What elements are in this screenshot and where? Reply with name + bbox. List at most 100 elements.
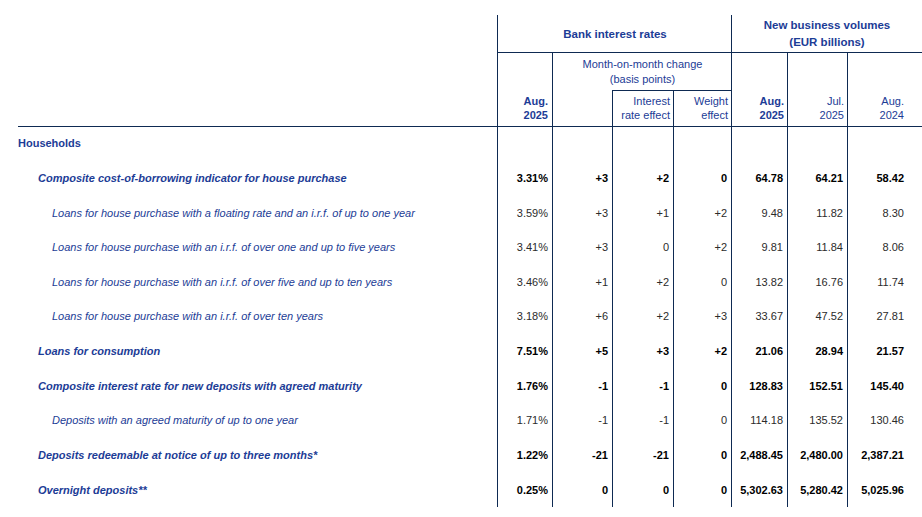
value-cell: +1 bbox=[553, 276, 613, 288]
value-cell: +3 bbox=[553, 207, 613, 219]
value-cell: 0 bbox=[674, 449, 732, 461]
col-header-weight-effect: Weight effect bbox=[674, 94, 728, 122]
row-label: Loans for house purchase with an i.r.f. … bbox=[0, 276, 498, 288]
section-header-households: Households bbox=[0, 137, 498, 149]
new-business-volumes-line2: (EUR billions) bbox=[732, 34, 922, 51]
value-cell: 3.31% bbox=[498, 172, 553, 184]
horizontal-divider bbox=[613, 90, 732, 91]
table-row: Overnight deposits** 0.25% 0 0 0 5,302.6… bbox=[0, 472, 922, 507]
new-business-volumes-header: New business volumes (EUR billions) bbox=[732, 17, 922, 51]
value-cell: 11.74 bbox=[848, 276, 922, 288]
table-row: Deposits redeemable at notice of up to t… bbox=[0, 438, 922, 473]
bank-interest-rates-header: Bank interest rates bbox=[498, 26, 732, 43]
value-cell: 1.76% bbox=[498, 380, 553, 392]
value-cell: 7.51% bbox=[498, 345, 553, 357]
value-cell: -1 bbox=[613, 380, 674, 392]
value-cell: 145.40 bbox=[848, 380, 922, 392]
value-cell: 128.83 bbox=[732, 380, 788, 392]
value-cell: -21 bbox=[613, 449, 674, 461]
value-cell: 0.25% bbox=[498, 484, 553, 496]
value-cell: 58.42 bbox=[848, 172, 922, 184]
value-cell: 1.71% bbox=[498, 414, 553, 426]
value-cell: +2 bbox=[613, 310, 674, 322]
value-cell: 8.30 bbox=[848, 207, 922, 219]
value-cell: +3 bbox=[553, 172, 613, 184]
value-cell: +2 bbox=[674, 345, 732, 357]
table-body: Households Composite cost-of-borrowing i… bbox=[0, 126, 922, 507]
value-cell: 9.81 bbox=[732, 241, 788, 253]
row-label: Loans for consumption bbox=[0, 345, 498, 357]
value-cell: 5,280.42 bbox=[788, 484, 848, 496]
table-row: Composite cost-of-borrowing indicator fo… bbox=[0, 161, 922, 196]
table-row-households: Households bbox=[0, 126, 922, 161]
table-row: Loans for house purchase with an i.r.f. … bbox=[0, 265, 922, 300]
value-cell: 3.59% bbox=[498, 207, 553, 219]
col-header-jul-2025: Jul. 2025 bbox=[788, 94, 844, 122]
value-cell: 21.06 bbox=[732, 345, 788, 357]
col-header-aug-2025-rates: Aug. 2025 bbox=[498, 94, 548, 122]
value-cell: 9.48 bbox=[732, 207, 788, 219]
value-cell: 47.52 bbox=[788, 310, 848, 322]
value-cell: 0 bbox=[674, 484, 732, 496]
value-cell: 135.52 bbox=[788, 414, 848, 426]
value-cell: 0 bbox=[674, 172, 732, 184]
value-cell: 0 bbox=[674, 414, 732, 426]
table-row: Composite interest rate for new deposits… bbox=[0, 368, 922, 403]
new-business-volumes-line1: New business volumes bbox=[732, 17, 922, 34]
row-label: Deposits with an agreed maturity of up t… bbox=[0, 414, 498, 426]
value-cell: 130.46 bbox=[848, 414, 922, 426]
value-cell: 64.21 bbox=[788, 172, 848, 184]
row-label: Deposits redeemable at notice of up to t… bbox=[0, 449, 498, 461]
value-cell: 0 bbox=[674, 276, 732, 288]
row-label: Composite cost-of-borrowing indicator fo… bbox=[0, 172, 498, 184]
value-cell: 0 bbox=[674, 380, 732, 392]
value-cell: +2 bbox=[613, 172, 674, 184]
value-cell: 28.94 bbox=[788, 345, 848, 357]
value-cell: 11.84 bbox=[788, 241, 848, 253]
mom-change-header: Month-on-month change (basis points) bbox=[553, 57, 732, 87]
value-cell: 64.78 bbox=[732, 172, 788, 184]
value-cell: 11.82 bbox=[788, 207, 848, 219]
col-header-aug-2025-volumes: Aug. 2025 bbox=[732, 94, 784, 122]
value-cell: +3 bbox=[674, 310, 732, 322]
value-cell: 0 bbox=[613, 241, 674, 253]
value-cell: +2 bbox=[674, 241, 732, 253]
table-row: Loans for house purchase with a floating… bbox=[0, 195, 922, 230]
value-cell: 5,025.96 bbox=[848, 484, 922, 496]
value-cell: +2 bbox=[674, 207, 732, 219]
col-header-aug-2024: Aug. 2024 bbox=[848, 94, 904, 122]
row-label: Overnight deposits** bbox=[0, 484, 498, 496]
table-row: Loans for house purchase with an i.r.f. … bbox=[0, 299, 922, 334]
col-header-interest-rate-effect: Interest rate effect bbox=[613, 94, 670, 122]
value-cell: 2,488.45 bbox=[732, 449, 788, 461]
horizontal-divider bbox=[498, 52, 922, 53]
value-cell: 27.81 bbox=[848, 310, 922, 322]
value-cell: 3.41% bbox=[498, 241, 553, 253]
value-cell: -1 bbox=[553, 414, 613, 426]
mom-change-line2: (basis points) bbox=[553, 72, 732, 87]
value-cell: +1 bbox=[613, 207, 674, 219]
value-cell: 152.51 bbox=[788, 380, 848, 392]
value-cell: 0 bbox=[613, 484, 674, 496]
value-cell: 114.18 bbox=[732, 414, 788, 426]
value-cell: +2 bbox=[613, 276, 674, 288]
value-cell: 8.06 bbox=[848, 241, 922, 253]
table-row: Loans for house purchase with an i.r.f. … bbox=[0, 230, 922, 265]
value-cell: 5,302.63 bbox=[732, 484, 788, 496]
value-cell: 16.76 bbox=[788, 276, 848, 288]
row-label: Loans for house purchase with a floating… bbox=[0, 207, 498, 219]
value-cell: +5 bbox=[553, 345, 613, 357]
row-label: Loans for house purchase with an i.r.f. … bbox=[0, 310, 498, 322]
value-cell: 1.22% bbox=[498, 449, 553, 461]
value-cell: 3.46% bbox=[498, 276, 553, 288]
value-cell: 2,480.00 bbox=[788, 449, 848, 461]
value-cell: +6 bbox=[553, 310, 613, 322]
value-cell: +3 bbox=[613, 345, 674, 357]
table-row: Deposits with an agreed maturity of up t… bbox=[0, 403, 922, 438]
value-cell: 21.57 bbox=[848, 345, 922, 357]
value-cell: 2,387.21 bbox=[848, 449, 922, 461]
value-cell: +3 bbox=[553, 241, 613, 253]
mom-change-line1: Month-on-month change bbox=[553, 57, 732, 72]
value-cell: -1 bbox=[553, 380, 613, 392]
interest-rates-table: Bank interest rates New business volumes… bbox=[0, 0, 922, 517]
